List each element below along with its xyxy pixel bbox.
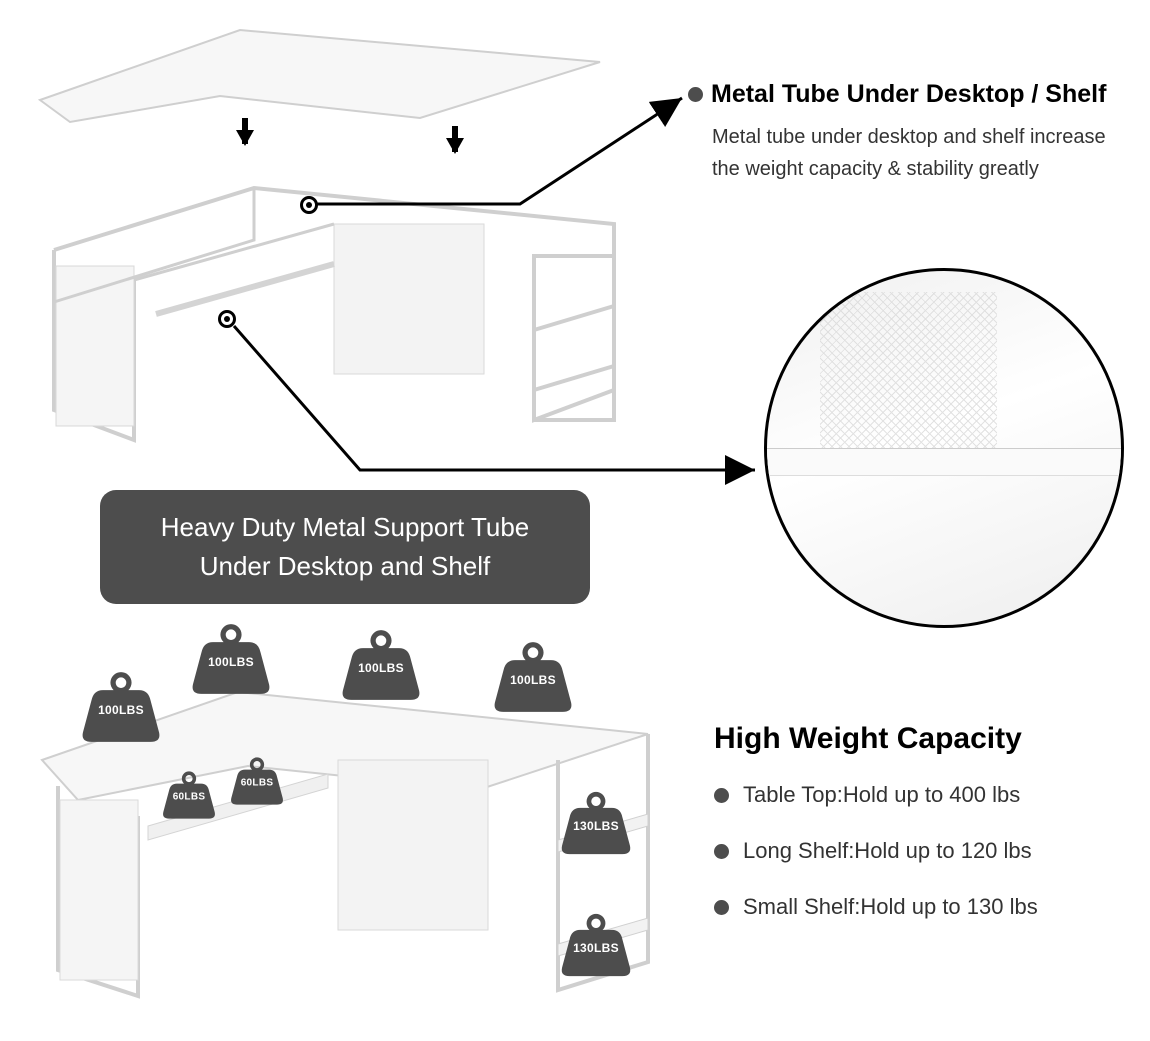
bullet-icon <box>714 788 729 803</box>
hwc-item-text: Small Shelf:Hold up to 130 lbs <box>743 894 1038 920</box>
hwc-item: Long Shelf:Hold up to 120 lbs <box>714 838 1144 864</box>
weight-icon: 100LBS <box>188 622 274 696</box>
weight-label: 60LBS <box>173 792 206 803</box>
detail-zoom-circle <box>764 268 1124 628</box>
callout-target-shelf <box>218 310 236 328</box>
callout-sub-line2: the weight capacity & stability greatly <box>712 153 1138 185</box>
bullet-icon <box>688 87 703 102</box>
weight-label: 60LBS <box>241 778 274 789</box>
weight-label: 100LBS <box>358 661 404 675</box>
weight-icon: 60LBS <box>160 770 218 820</box>
hwc-item-text: Table Top:Hold up to 400 lbs <box>743 782 1020 808</box>
weight-icon: 100LBS <box>490 640 576 714</box>
weight-icon: 100LBS <box>78 670 164 744</box>
assembly-arrow-down-1 <box>236 130 254 146</box>
hwc-item-text: Long Shelf:Hold up to 120 lbs <box>743 838 1032 864</box>
weight-icon: 60LBS <box>228 756 286 806</box>
hwc-item: Small Shelf:Hold up to 130 lbs <box>714 894 1144 920</box>
weight-icon: 130LBS <box>558 790 634 856</box>
weight-label: 130LBS <box>573 941 619 955</box>
weight-label: 100LBS <box>98 703 144 717</box>
weight-label: 100LBS <box>510 673 556 687</box>
bullet-icon <box>714 900 729 915</box>
desk-frame-exploded <box>34 180 644 460</box>
callout-sub-line1: Metal tube under desktop and shelf incre… <box>712 121 1138 153</box>
banner-line2: Under Desktop and Shelf <box>130 547 560 586</box>
assembly-arrow-down-2 <box>446 138 464 154</box>
hwc-title: High Weight Capacity <box>714 722 1144 756</box>
metal-tube-callout: Metal Tube Under Desktop / Shelf Metal t… <box>688 80 1138 185</box>
l-top-panel <box>30 22 610 132</box>
hwc-item: Table Top:Hold up to 400 lbs <box>714 782 1144 808</box>
weight-icon: 130LBS <box>558 912 634 978</box>
weight-label: 130LBS <box>573 819 619 833</box>
weight-icon: 100LBS <box>338 628 424 702</box>
callout-title-text: Metal Tube Under Desktop / Shelf <box>711 80 1106 109</box>
high-weight-capacity: High Weight Capacity Table Top:Hold up t… <box>714 722 1144 950</box>
bullet-icon <box>714 844 729 859</box>
weight-label: 100LBS <box>208 655 254 669</box>
banner-line1: Heavy Duty Metal Support Tube <box>130 508 560 547</box>
callout-target-top <box>300 196 318 214</box>
support-tube-banner: Heavy Duty Metal Support Tube Under Desk… <box>100 490 590 604</box>
